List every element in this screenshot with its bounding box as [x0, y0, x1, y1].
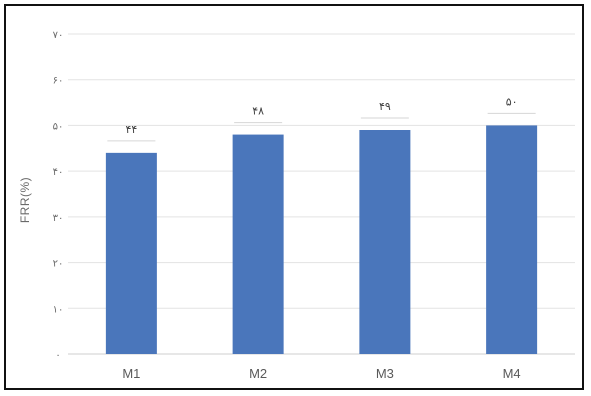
data-label-m3: ۴۹: [379, 100, 391, 113]
bar-m1: [105, 152, 157, 354]
bar-m4: [486, 125, 538, 354]
y-tick-label: ۱۰: [53, 304, 64, 315]
x-tick-label-m2: M2: [249, 366, 267, 381]
bar-m3: [359, 130, 411, 354]
y-tick-label: ۷۰: [53, 30, 64, 41]
data-label-m2: ۴۸: [252, 105, 264, 118]
y-tick-label: ۶۰: [53, 76, 64, 87]
x-tick-label-m3: M3: [376, 366, 394, 381]
data-label-m4: ۵۰: [506, 95, 518, 108]
y-tick-label: ۰: [55, 350, 60, 361]
y-tick-label: ۲۰: [53, 259, 64, 270]
data-label-m1: ۴۴: [125, 123, 137, 136]
bars: [105, 125, 538, 354]
y-tick-label: ۳۰: [53, 213, 64, 224]
bar-m2: [232, 134, 284, 354]
y-axis-label: FRR(%): [18, 177, 32, 223]
data-labels: ۴۴ ۴۸ ۴۹ ۵۰: [107, 95, 536, 142]
y-tick-label: ۴۰: [53, 167, 64, 178]
x-axis-categories: M1 M2 M3 M4: [122, 366, 520, 381]
y-axis-ticks: ۰ ۱۰ ۲۰ ۳۰ ۴۰ ۵۰ ۶۰ ۷۰: [53, 30, 64, 361]
x-tick-label-m4: M4: [503, 366, 521, 381]
y-tick-label: ۵۰: [53, 121, 64, 132]
x-tick-label-m1: M1: [122, 366, 140, 381]
